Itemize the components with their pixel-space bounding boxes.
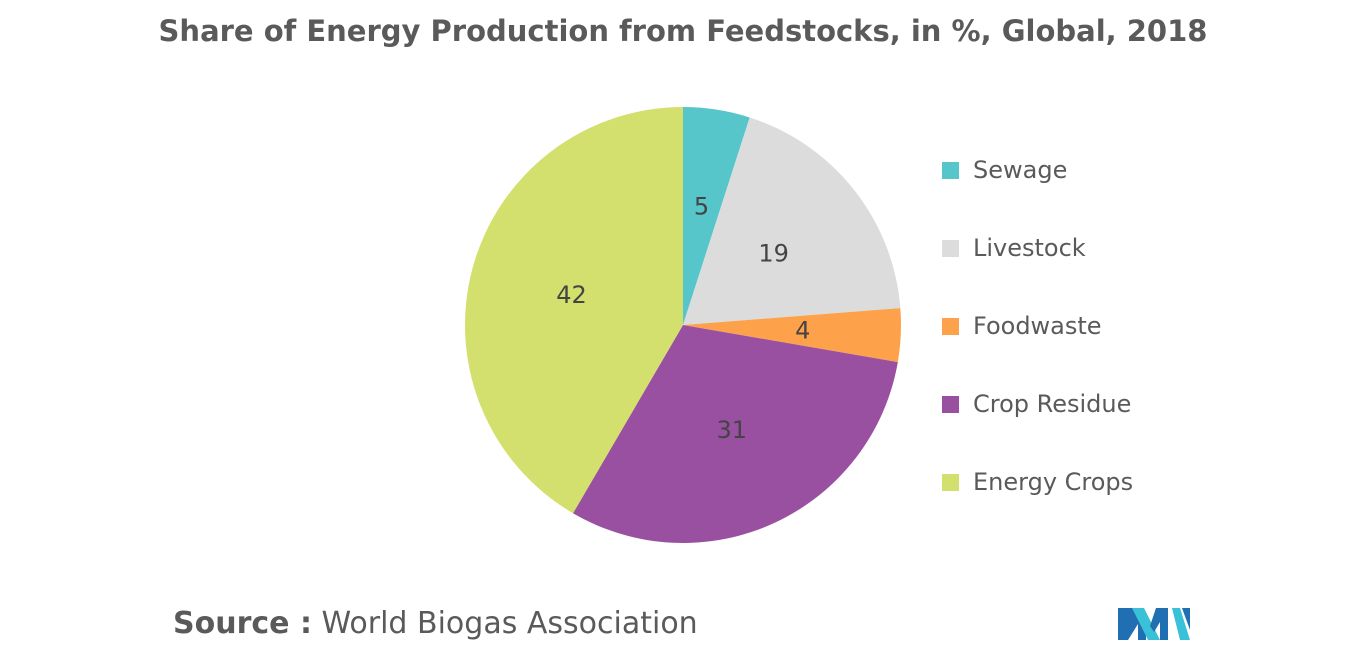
legend-label: Livestock bbox=[973, 234, 1086, 262]
legend-swatch bbox=[942, 395, 959, 413]
source-text: World Biogas Association bbox=[321, 606, 698, 641]
chart-title: Share of Energy Production from Feedstoc… bbox=[158, 14, 1208, 48]
pie-data-labels: 5 19 4 31 42 bbox=[556, 193, 810, 444]
company-logo-icon bbox=[1118, 608, 1190, 640]
legend-item-energy-crops: Energy Crops bbox=[942, 462, 1133, 502]
legend-item-livestock: Livestock bbox=[942, 228, 1133, 268]
legend-item-foodwaste: Foodwaste bbox=[942, 306, 1133, 346]
legend-label: Sewage bbox=[973, 156, 1068, 184]
source-note: Source : World Biogas Association bbox=[173, 606, 698, 641]
source-label: Source : bbox=[173, 606, 312, 641]
legend-swatch bbox=[942, 239, 959, 257]
data-label-livestock: 19 bbox=[758, 239, 789, 267]
pie-slice-energy-crops bbox=[465, 107, 683, 514]
data-label-foodwaste: 4 bbox=[795, 317, 810, 345]
pie-slice-crop-residue bbox=[573, 325, 898, 543]
pie-slices bbox=[465, 107, 901, 543]
pie-slice-sewage bbox=[683, 107, 750, 325]
pie-slice-livestock bbox=[683, 117, 901, 325]
legend-swatch bbox=[942, 161, 959, 179]
data-label-crop-residue: 31 bbox=[716, 416, 747, 444]
legend: Sewage Livestock Foodwaste Crop Residue Ener… bbox=[942, 150, 1133, 540]
legend-label: Foodwaste bbox=[973, 312, 1102, 340]
data-label-sewage: 5 bbox=[694, 193, 709, 221]
pie-slice-foodwaste bbox=[683, 308, 901, 363]
legend-label: Crop Residue bbox=[973, 390, 1132, 418]
data-label-energy-crops: 42 bbox=[556, 281, 587, 309]
legend-item-sewage: Sewage bbox=[942, 150, 1133, 190]
legend-item-crop-residue: Crop Residue bbox=[942, 384, 1133, 424]
legend-swatch bbox=[942, 473, 959, 491]
legend-label: Energy Crops bbox=[973, 468, 1134, 496]
legend-swatch bbox=[942, 317, 959, 335]
